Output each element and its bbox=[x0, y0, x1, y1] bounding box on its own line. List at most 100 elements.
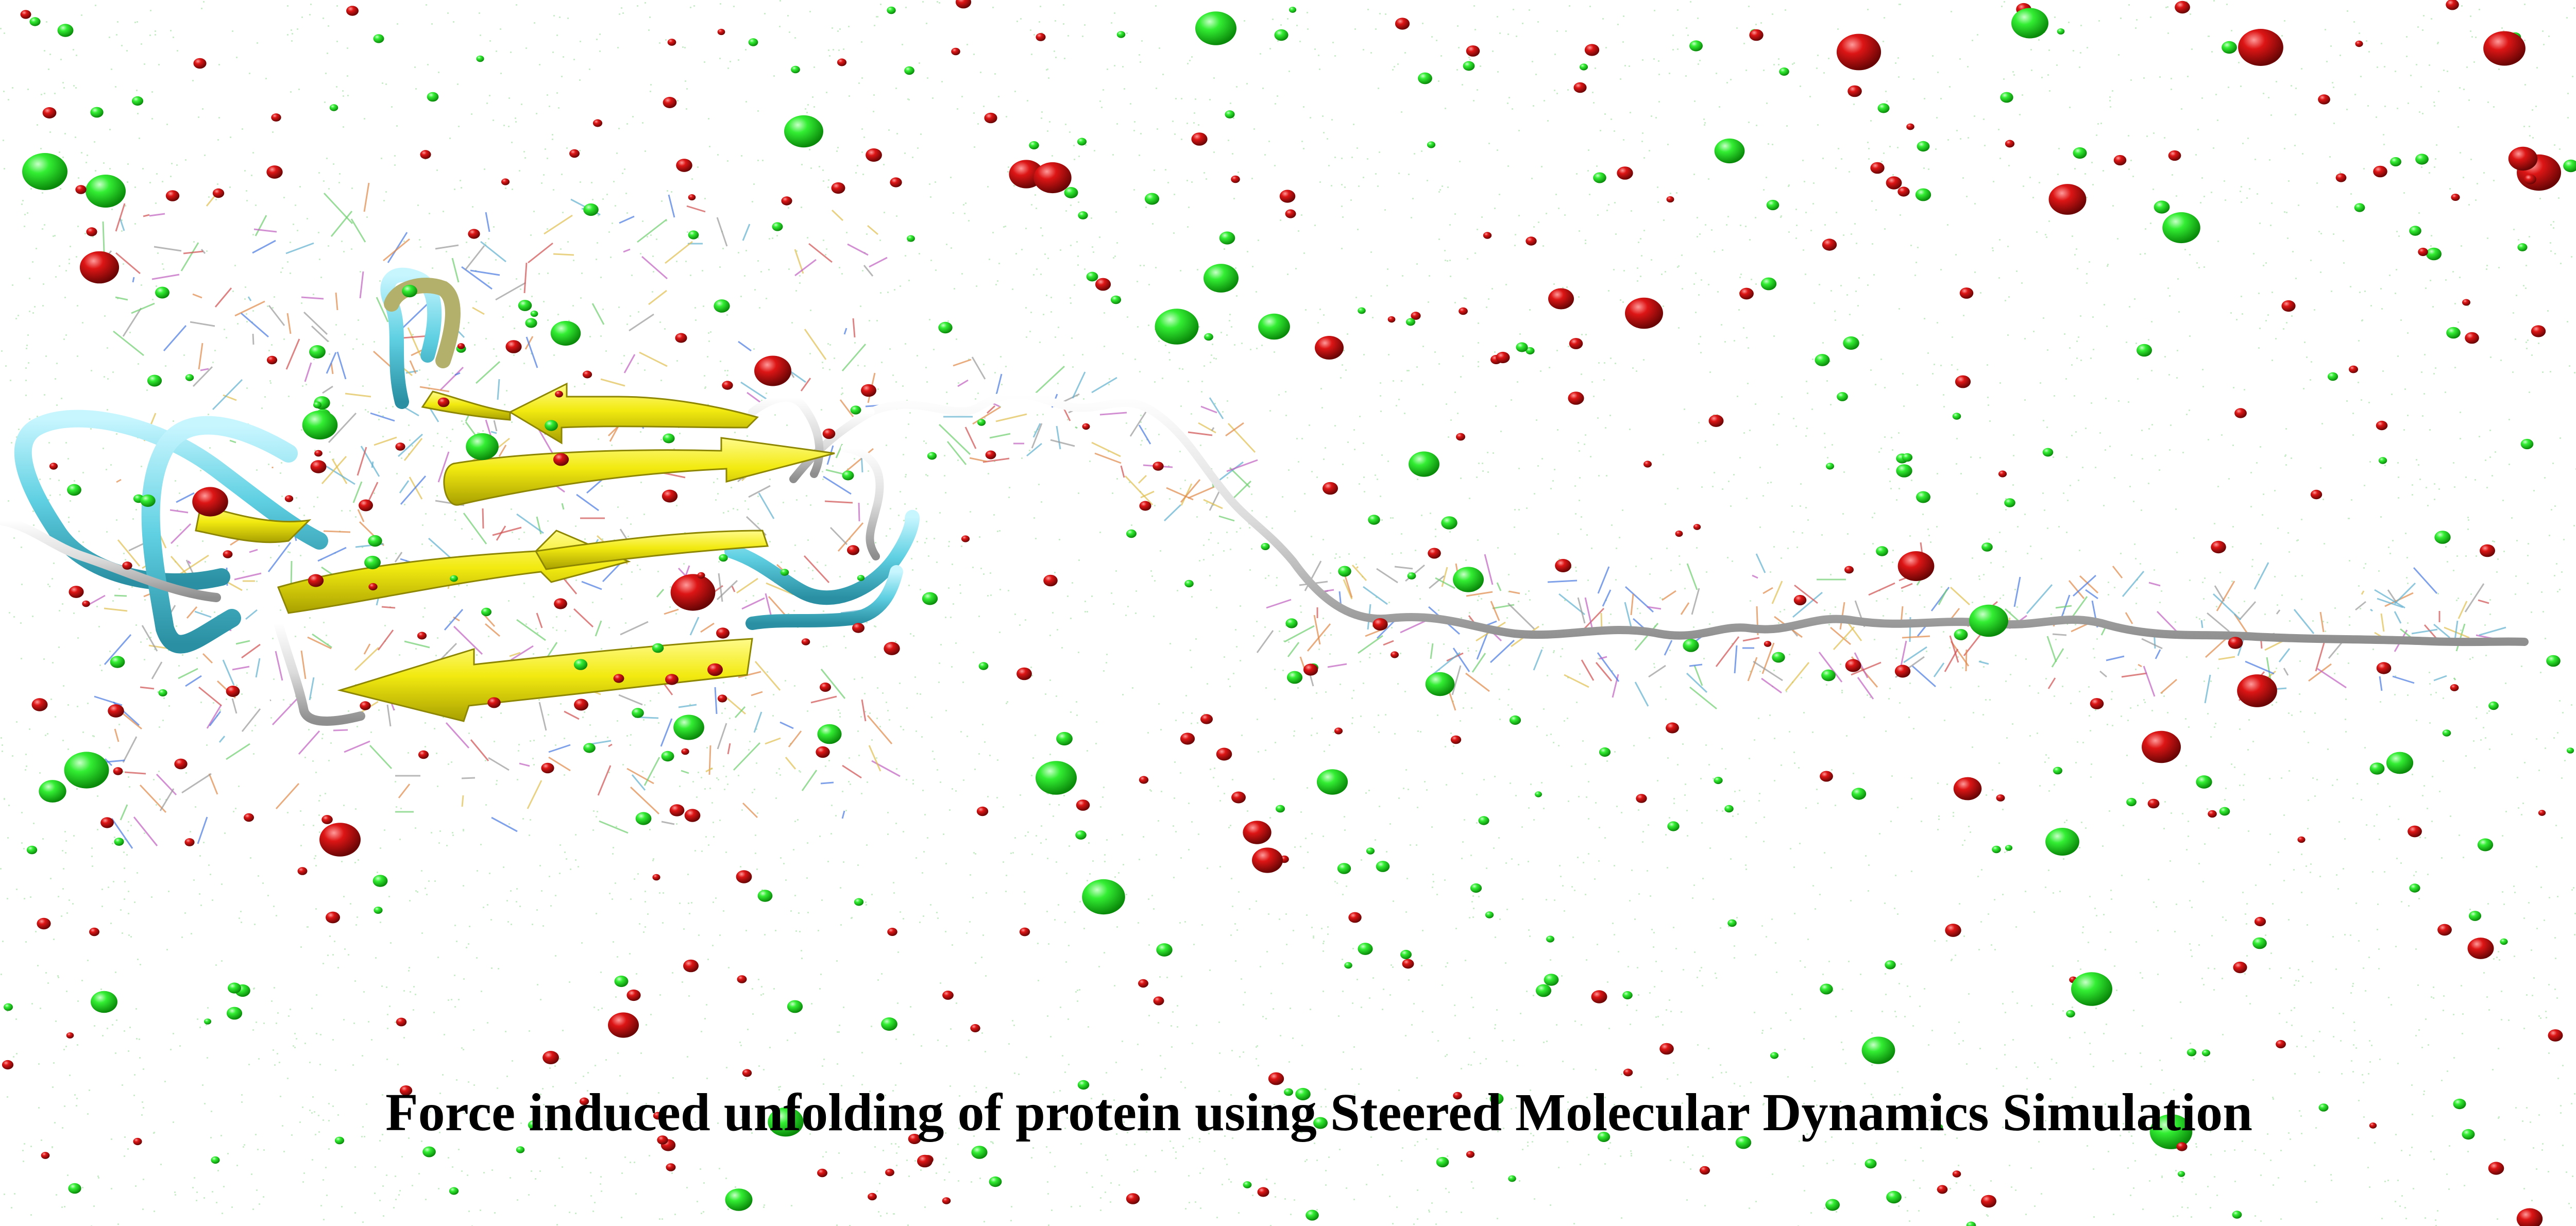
side-chain-stick bbox=[957, 379, 969, 387]
side-chain-stick bbox=[599, 820, 629, 834]
green-ion bbox=[1358, 943, 1373, 955]
side-chain-stick bbox=[231, 698, 238, 714]
side-chain-stick bbox=[600, 378, 625, 387]
green-ion bbox=[1075, 830, 1087, 840]
green-ion bbox=[2071, 972, 2112, 1006]
side-chain-stick bbox=[1400, 619, 1429, 634]
side-chain-stick bbox=[794, 259, 817, 277]
red-ion bbox=[66, 1032, 74, 1038]
green-ion bbox=[1077, 138, 1087, 146]
red-ion bbox=[1036, 33, 1046, 41]
red-ion bbox=[1848, 85, 1862, 97]
red-ion bbox=[89, 927, 99, 936]
red-ion bbox=[1820, 771, 1833, 782]
red-ion bbox=[666, 1163, 676, 1171]
green-ion bbox=[1338, 566, 1351, 577]
red-ion bbox=[722, 381, 733, 390]
side-chain-stick bbox=[492, 526, 522, 536]
coil-loop-top bbox=[380, 267, 442, 409]
side-chain-stick bbox=[2106, 655, 2125, 661]
green-ion bbox=[1683, 639, 1699, 652]
green-ion bbox=[1714, 138, 1745, 164]
red-ion bbox=[2516, 1208, 2543, 1226]
side-chain-stick bbox=[453, 625, 483, 655]
green-ion bbox=[1952, 413, 1961, 420]
red-ion bbox=[2369, 1122, 2377, 1129]
side-chain-stick bbox=[307, 636, 332, 650]
red-ion bbox=[1708, 415, 1724, 427]
side-chain-stick bbox=[733, 742, 761, 771]
side-chain-stick bbox=[234, 572, 262, 581]
green-ion bbox=[1077, 1080, 1090, 1090]
side-chain-stick bbox=[758, 492, 775, 519]
side-chain-stick bbox=[1634, 682, 1649, 707]
side-chain-stick bbox=[2047, 677, 2056, 689]
side-chain-stick bbox=[841, 810, 845, 819]
side-chain-stick bbox=[820, 781, 834, 785]
side-chain-stick bbox=[1451, 665, 1462, 695]
red-ion bbox=[2, 1060, 14, 1070]
green-ion bbox=[2378, 457, 2387, 464]
side-chain-stick bbox=[114, 728, 120, 742]
side-chain-stick bbox=[623, 354, 636, 373]
figure-caption: Force induced unfolding of protein using… bbox=[385, 1083, 2252, 1142]
side-chain-stick bbox=[573, 608, 594, 628]
side-chain-stick bbox=[267, 542, 292, 572]
side-chain-stick bbox=[115, 296, 128, 301]
side-chain-stick bbox=[387, 232, 408, 263]
side-chain-stick bbox=[194, 610, 212, 618]
green-ion bbox=[1463, 61, 1475, 71]
green-ion bbox=[1509, 715, 1521, 725]
red-ion bbox=[1643, 461, 1652, 468]
red-ion bbox=[707, 663, 723, 676]
red-ion bbox=[626, 989, 641, 1001]
green-ion bbox=[927, 452, 937, 460]
green-ion bbox=[1156, 943, 1173, 957]
red-ion bbox=[885, 1168, 894, 1177]
red-ion bbox=[487, 697, 501, 708]
side-chain-stick bbox=[623, 248, 631, 253]
side-chain-stick bbox=[104, 634, 132, 665]
red-ion bbox=[2408, 825, 2422, 838]
green-ion bbox=[725, 1188, 753, 1211]
side-chain-stick bbox=[1753, 660, 1783, 682]
red-ion bbox=[2480, 544, 2495, 557]
side-chain-stick bbox=[398, 784, 411, 798]
red-ion bbox=[742, 1069, 752, 1077]
side-chain-stick bbox=[1547, 580, 1578, 583]
red-ion bbox=[2538, 810, 2546, 816]
green-ion bbox=[1689, 40, 1703, 52]
beta-strand-2 bbox=[443, 437, 835, 506]
side-chain-stick bbox=[2370, 608, 2373, 612]
green-ion bbox=[2057, 28, 2065, 35]
side-chain-stick bbox=[1394, 566, 1413, 570]
red-ion bbox=[1526, 236, 1537, 246]
green-ion bbox=[1770, 1052, 1779, 1059]
red-ion bbox=[2524, 174, 2536, 184]
side-chain-stick bbox=[785, 757, 796, 770]
green-ion bbox=[1877, 103, 1890, 113]
side-chain-stick bbox=[1742, 637, 1760, 642]
red-ion bbox=[69, 586, 84, 598]
side-chain-stick bbox=[323, 530, 351, 533]
red-ion bbox=[890, 177, 902, 188]
green-ion bbox=[2409, 226, 2421, 236]
side-chain-stick bbox=[488, 757, 510, 771]
side-chain-stick bbox=[400, 475, 427, 505]
side-chain-stick bbox=[964, 427, 977, 449]
side-chain-stick bbox=[1032, 423, 1041, 438]
side-chain-stick bbox=[1056, 425, 1061, 450]
red-ion bbox=[1303, 663, 1318, 676]
side-chain-stick bbox=[437, 451, 450, 483]
red-ion bbox=[2450, 684, 2459, 691]
side-chain-stick bbox=[1533, 649, 1543, 671]
side-chain-stick bbox=[1599, 656, 1607, 660]
side-chain-stick bbox=[2237, 638, 2245, 656]
red-ion bbox=[676, 159, 692, 172]
red-ion bbox=[1739, 287, 1754, 300]
red-ion bbox=[717, 694, 727, 703]
side-chain-stick bbox=[301, 296, 324, 300]
side-chain-stick bbox=[1577, 597, 1586, 624]
side-chain-stick bbox=[1794, 584, 1818, 604]
green-ion bbox=[372, 875, 388, 887]
